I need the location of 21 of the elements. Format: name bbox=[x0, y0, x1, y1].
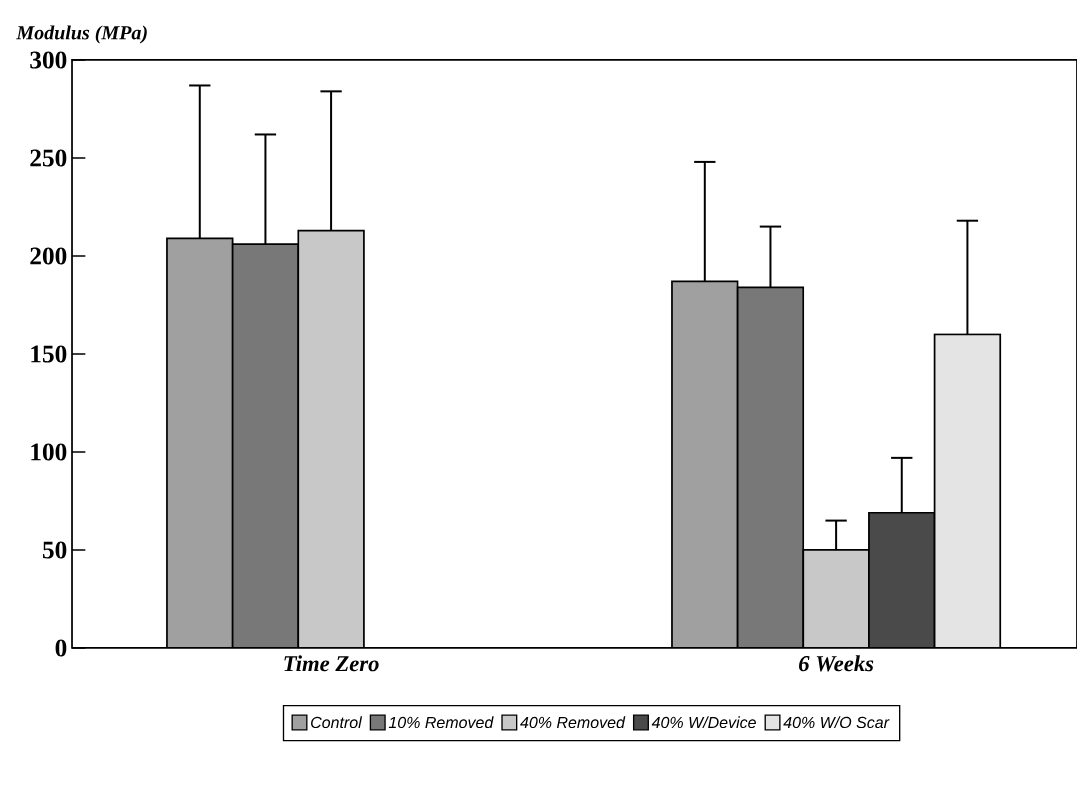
bar bbox=[736, 286, 805, 648]
legend-label: 40% W/O Scar bbox=[783, 716, 890, 729]
x-tick-label: 6 Weeks bbox=[799, 655, 874, 672]
legend-label: 40% Removed bbox=[520, 716, 626, 729]
y-tick-label: 150 bbox=[31, 345, 67, 363]
y-tick-label: 50 bbox=[42, 541, 67, 559]
y-tick-label: 200 bbox=[30, 247, 67, 265]
y-tick-label: 250 bbox=[30, 149, 67, 167]
y-tick-label: 100 bbox=[31, 443, 67, 461]
bar bbox=[671, 280, 739, 648]
bar bbox=[297, 229, 365, 648]
bar bbox=[231, 243, 300, 648]
bar bbox=[802, 549, 870, 648]
y-tick-label: 300 bbox=[30, 51, 67, 69]
bar bbox=[166, 237, 234, 648]
legend-label: 40% W/Device bbox=[651, 716, 756, 729]
y-axis-title: Modulus (MPa) bbox=[16, 25, 147, 44]
x-tick-label: Time Zero bbox=[284, 655, 379, 672]
y-tick-label: 0 bbox=[55, 639, 67, 657]
legend-label: 10% Removed bbox=[388, 716, 494, 729]
legend-label: Control bbox=[311, 716, 363, 729]
